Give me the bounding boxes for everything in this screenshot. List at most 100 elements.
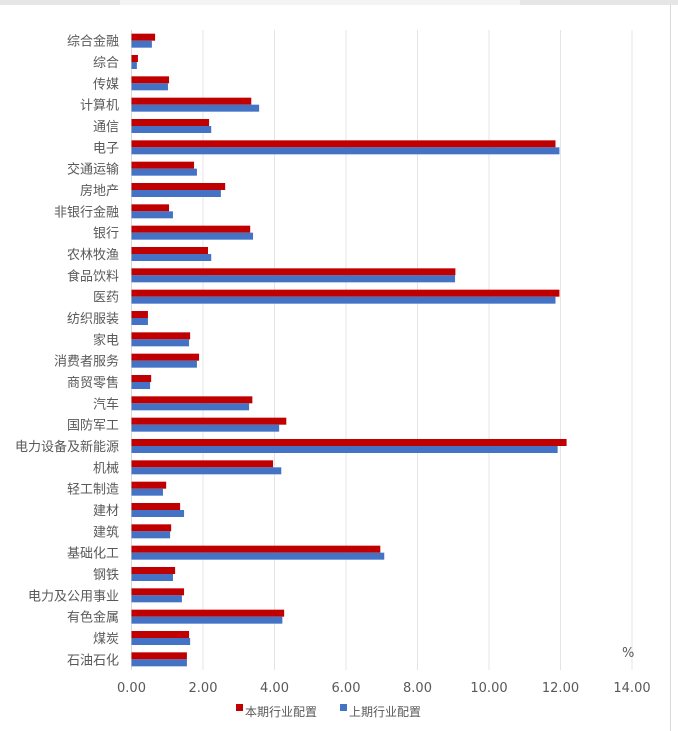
x-tick-label: 8.00	[403, 681, 432, 696]
category-label: 消费者服务	[54, 354, 119, 370]
bar-previous	[131, 104, 260, 112]
category-label: 交通运输	[67, 162, 119, 178]
bar-previous	[131, 254, 212, 261]
category-label: 纺织服装	[67, 312, 119, 327]
bar-previous	[131, 168, 197, 176]
category-label: 石油石化	[67, 653, 119, 668]
bar-current	[131, 460, 274, 468]
bar-current	[131, 161, 195, 169]
bar-current	[131, 97, 252, 105]
x-tick-label: 4.00	[260, 681, 289, 696]
x-tick-label: 2.00	[189, 681, 218, 696]
x-tick-label: 10.00	[470, 681, 507, 696]
bar-previous	[131, 531, 171, 539]
bar-current	[131, 545, 381, 553]
bar-current	[131, 225, 251, 233]
bar-current	[131, 567, 176, 574]
bar-previous	[131, 574, 173, 581]
bar-current	[131, 183, 226, 190]
bar-previous	[131, 510, 185, 517]
bar-current	[131, 503, 181, 510]
bar-previous	[131, 382, 151, 389]
bar-current	[131, 55, 138, 62]
bar-previous	[131, 211, 173, 219]
category-label: 轻工制造	[67, 483, 119, 498]
bar-current	[131, 524, 172, 532]
category-label: 农林牧渔	[67, 248, 119, 263]
category-label: 国防军工	[67, 418, 119, 434]
category-label: 汽车	[93, 396, 119, 412]
category-label: 通信	[93, 120, 119, 135]
legend-label: 本期行业配置	[245, 705, 317, 719]
category-label: 机械	[93, 461, 119, 476]
legend-swatch	[340, 704, 347, 711]
category-label: 电力设备及新能源	[15, 439, 119, 455]
bar-current	[131, 375, 152, 382]
category-label: 煤炭	[93, 632, 119, 647]
bar-current	[131, 119, 210, 126]
bar-current	[131, 289, 560, 297]
x-tick-label: 0.00	[117, 681, 146, 696]
bar-current	[131, 631, 190, 638]
bar-previous	[131, 659, 187, 667]
bar-previous	[131, 296, 556, 304]
category-label: 建筑	[93, 524, 119, 540]
bar-current	[131, 417, 287, 425]
category-label: 有色金属	[67, 610, 119, 626]
category-label: 房地产	[80, 183, 119, 199]
bar-previous	[131, 467, 282, 475]
category-label: 基础化工	[67, 547, 119, 562]
bar-previous	[131, 552, 385, 560]
bar-previous	[131, 616, 283, 624]
legend: 本期行业配置 上期行业配置	[236, 704, 421, 719]
bar-current	[131, 76, 170, 84]
bar-previous	[131, 62, 137, 69]
x-tick-label: 12.00	[542, 681, 579, 696]
bar-current	[131, 311, 148, 318]
legend-swatch	[236, 704, 243, 711]
bar-previous	[131, 360, 197, 368]
bar-previous	[131, 339, 190, 347]
bar-previous	[131, 83, 168, 91]
category-label: 商贸零售	[67, 375, 119, 391]
category-label: 计算机	[80, 99, 119, 114]
category-label: 银行	[93, 227, 119, 242]
unit-label: %	[622, 646, 634, 661]
bar-previous	[131, 638, 191, 645]
category-label: 食品饮料	[67, 268, 119, 284]
category-label: 建材	[93, 504, 119, 519]
bar-current	[131, 332, 191, 340]
category-label: 综合金融	[67, 34, 119, 50]
bar-current	[131, 140, 556, 148]
bar-previous	[131, 232, 254, 240]
bar-previous	[131, 190, 221, 197]
bar-current	[131, 481, 167, 489]
top-strip	[0, 0, 678, 5]
bar-current	[131, 268, 456, 276]
bar-previous	[131, 275, 456, 283]
panel-border	[670, 5, 671, 731]
bar-previous	[131, 318, 148, 325]
category-label: 非银行金融	[54, 204, 119, 220]
bar-previous	[131, 40, 152, 48]
bar-current	[131, 204, 170, 212]
bar-current	[131, 439, 567, 446]
tab-strip	[120, 0, 520, 5]
category-label: 电力及公用事业	[28, 589, 119, 604]
bar-current	[131, 247, 209, 254]
category-label: 医药	[93, 291, 119, 306]
bar-current	[131, 353, 200, 361]
bar-current	[131, 33, 156, 41]
bar-current	[131, 396, 253, 404]
bar-current	[131, 588, 185, 596]
bar-previous	[131, 446, 558, 453]
bar-previous	[131, 424, 280, 432]
category-label: 家电	[93, 332, 119, 348]
category-label: 传媒	[93, 77, 119, 92]
category-label: 电子	[93, 141, 119, 156]
bar-previous	[131, 126, 212, 133]
bar-previous	[131, 595, 182, 603]
bar-previous	[131, 147, 560, 155]
category-label: 钢铁	[93, 568, 119, 583]
